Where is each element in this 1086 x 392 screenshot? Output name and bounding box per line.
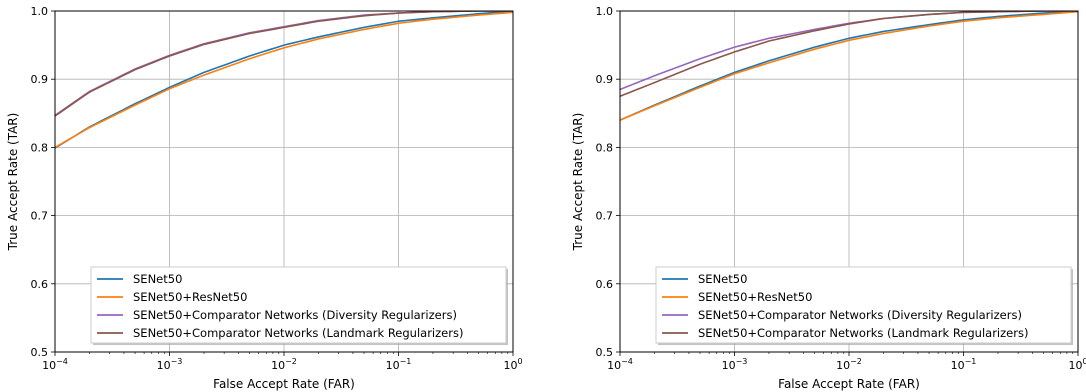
x-tick-label: 100: [1068, 357, 1086, 372]
chart-right: 10−4 10−3 10−2 10−1 100 0.5 0.6 0.7 0.8 0.9 1.0 Fal…: [571, 5, 1086, 391]
y-tick-label: 0.7: [31, 210, 49, 223]
x-axis-label: False Accept Rate (FAR): [778, 377, 920, 391]
x-tick-label: 10−3: [722, 357, 748, 372]
legend-entry-0: SENet50: [698, 272, 747, 286]
y-axis-label: True Accept Rate (TAR): [6, 113, 20, 252]
legend-entry-3: SENet50+Comparator Networks (Landmark Re…: [133, 326, 463, 340]
series-line-1: [620, 11, 1078, 121]
x-tick-label: 10−1: [951, 357, 977, 372]
y-tick-label: 0.7: [596, 210, 614, 223]
series-line-3: [620, 11, 1078, 97]
legend-entry-1: SENet50+ResNet50: [698, 290, 812, 304]
series-group: [620, 11, 1078, 121]
legend-box: [655, 266, 1072, 344]
y-tick-label: 0.6: [596, 278, 614, 291]
y-tick-label: 0.5: [31, 346, 49, 359]
legend: SENet50 SENet50+ResNet50 SENet50+Comparato…: [90, 266, 508, 345]
legend-entry-3: SENet50+Comparator Networks (Landmark Re…: [698, 326, 1028, 340]
legend-entry-0: SENet50: [133, 272, 182, 286]
x-tick-label: 10−4: [42, 357, 68, 372]
series-line-1: [55, 11, 513, 149]
y-tick-label: 1.0: [31, 5, 49, 18]
legend-entry-1: SENet50+ResNet50: [133, 290, 247, 304]
y-tick-label: 0.9: [31, 73, 49, 86]
legend-entry-2: SENet50+Comparator Networks (Diversity R…: [698, 308, 1022, 322]
y-axis-label: True Accept Rate (TAR): [571, 113, 585, 252]
x-tick-label: 10−2: [836, 357, 862, 372]
chart-left: 10−4 10−3 10−2 10−1 100 0.5 0.6 0.7 0.8 0.9 1.0 Fal…: [6, 5, 523, 391]
x-axis-label: False Accept Rate (FAR): [213, 377, 355, 391]
series-line-3: [55, 11, 513, 117]
y-tick-label: 0.8: [596, 141, 614, 154]
legend-entry-2: SENet50+Comparator Networks (Diversity R…: [133, 308, 457, 322]
x-tick-label: 10−3: [157, 357, 183, 372]
y-tick-label: 0.5: [596, 346, 614, 359]
x-tick-label: 100: [503, 357, 522, 372]
y-tick-label: 0.6: [31, 278, 49, 291]
series-line-0: [55, 11, 513, 149]
y-tick-label: 0.9: [596, 73, 614, 86]
x-tick-label: 10−4: [607, 357, 633, 372]
y-tick-label: 1.0: [596, 5, 614, 18]
series-group: [55, 11, 513, 149]
x-tick-label: 10−1: [386, 357, 412, 372]
legend-box: [90, 266, 507, 344]
x-tick-label: 10−2: [271, 357, 297, 372]
y-tick-label: 0.8: [31, 141, 49, 154]
series-line-0: [620, 11, 1078, 121]
legend: SENet50 SENet50+ResNet50 SENet50+Comparato…: [655, 266, 1073, 345]
